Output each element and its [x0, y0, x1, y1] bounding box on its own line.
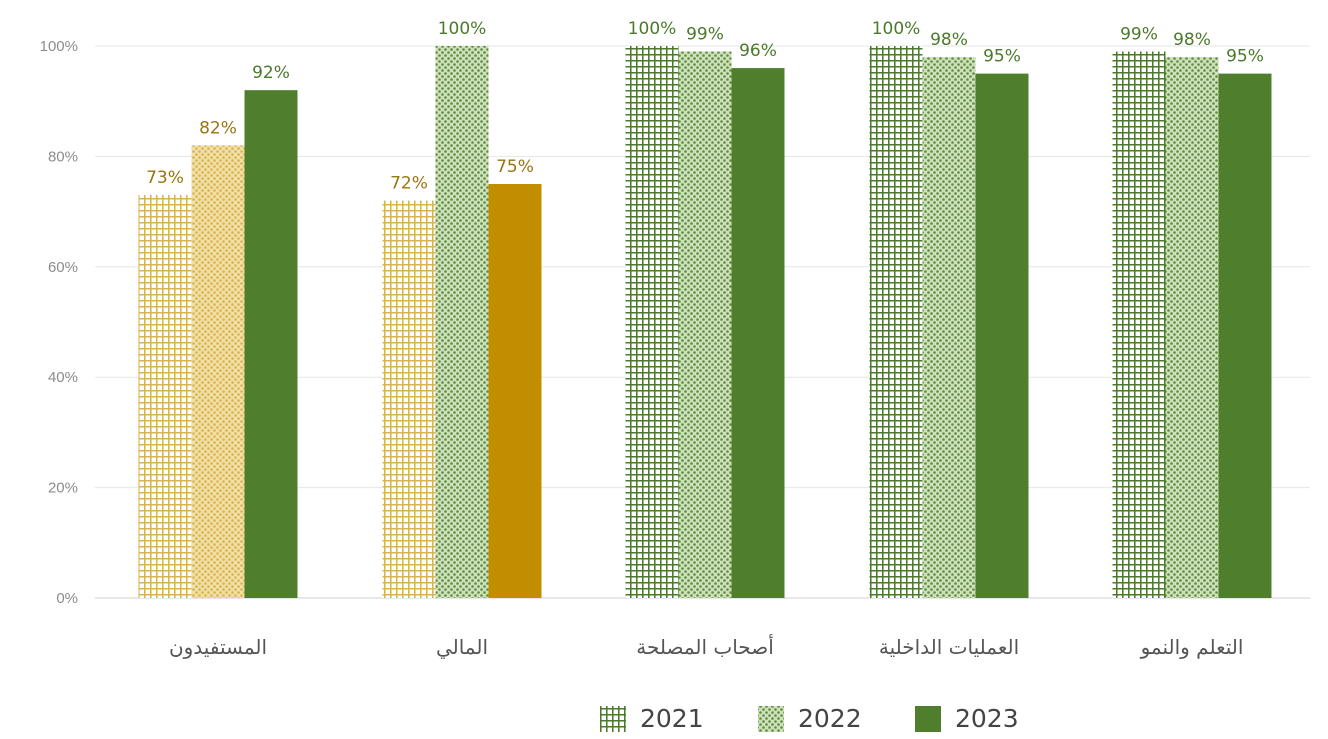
legend-swatch-2021 — [600, 706, 626, 732]
bar-2021-1 — [138, 195, 192, 599]
data-label: 95% — [983, 47, 1021, 67]
data-label: 72% — [390, 174, 428, 194]
y-tick-label: 80% — [48, 148, 78, 165]
bar-2022-3 — [678, 51, 732, 598]
legend-label-2023: 2023 — [955, 704, 1019, 733]
bar-2021-5 — [1112, 51, 1166, 598]
data-label: 96% — [739, 41, 777, 61]
legend-swatch-2023 — [915, 706, 941, 732]
data-label: 100% — [872, 19, 921, 39]
x-category-label: التعلم والنمو — [1140, 635, 1244, 659]
data-label: 100% — [438, 19, 487, 39]
bar-2023-1 — [244, 90, 298, 598]
data-label: 99% — [686, 25, 724, 45]
data-label: 98% — [930, 30, 968, 50]
y-axis: 0% 20% 40% 60% 80% 100% — [40, 38, 78, 607]
x-category-label: المالي — [436, 635, 488, 660]
bar-2022-2 — [435, 46, 489, 598]
bar-2022-1 — [191, 145, 245, 599]
x-axis: المستفيدون المالي أصحاب المصلحة العمليات ال… — [169, 634, 1243, 660]
bar-2021-3 — [625, 46, 679, 598]
bar-2021-4 — [869, 46, 923, 598]
y-tick-label: 60% — [48, 259, 78, 276]
bar-2021-2 — [382, 200, 436, 598]
data-label: 99% — [1120, 25, 1158, 45]
y-tick-label: 20% — [48, 480, 78, 497]
x-category-label: العمليات الداخلية — [879, 635, 1019, 659]
data-label: 75% — [496, 157, 534, 177]
bar-2023-4 — [975, 73, 1029, 599]
y-tick-label: 40% — [48, 369, 78, 386]
legend: 2021 2022 2023 — [600, 704, 1019, 733]
bar-2023-3 — [731, 68, 785, 598]
bars — [138, 46, 1272, 599]
data-label: 73% — [146, 168, 184, 188]
data-label: 95% — [1226, 47, 1264, 67]
y-tick-label: 0% — [56, 590, 78, 607]
legend-label-2021: 2021 — [640, 704, 704, 733]
x-category-label: المستفيدون — [169, 635, 267, 659]
legend-label-2022: 2022 — [798, 704, 862, 733]
data-label: 82% — [199, 118, 237, 138]
data-label: 100% — [628, 19, 677, 39]
data-label: 98% — [1173, 30, 1211, 50]
bar-2023-2 — [488, 184, 542, 598]
legend-swatch-2022 — [758, 706, 784, 732]
x-category-label: أصحاب المصلحة — [636, 634, 774, 659]
data-labels: 73% 82% 92% 72% 100% 75% 100% 99% 96% 100% 98% 95% 9… — [146, 19, 1264, 194]
bar-2023-5 — [1218, 73, 1272, 599]
data-label: 92% — [252, 63, 290, 83]
bar-2022-4 — [922, 57, 976, 599]
bar-2022-5 — [1165, 57, 1219, 599]
y-tick-label: 100% — [40, 38, 78, 55]
